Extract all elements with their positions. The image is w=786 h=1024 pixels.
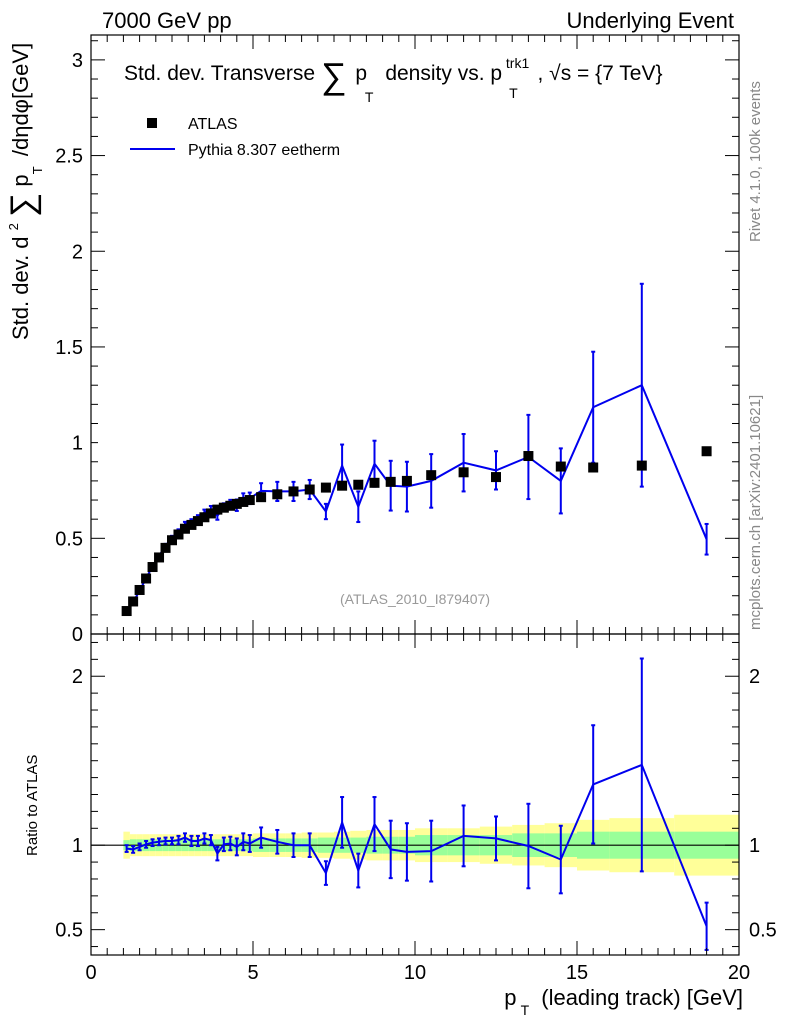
- atlas-data-point: [701, 446, 712, 457]
- ratio-xtick-label: 20: [728, 962, 750, 984]
- main-ytick-label: 3: [72, 50, 83, 72]
- legend-label-mc: Pythia 8.307 eetherm: [188, 142, 340, 159]
- atlas-data-point: [320, 482, 331, 493]
- atlas-data-point: [128, 596, 139, 607]
- atlas-data-point: [272, 489, 283, 500]
- ratio-ytick-label: 0.5: [55, 920, 83, 942]
- atlas-data-point: [173, 529, 184, 540]
- ratio-ytick-label: 1: [72, 835, 83, 857]
- ratio-ytick-label: 2: [72, 666, 83, 688]
- atlas-data-point: [205, 508, 216, 519]
- main-axes: 0 0.5 1 1.5 2 2.5 3: [55, 35, 740, 646]
- main-panel: 0 0.5 1 1.5 2 2.5 3 Std. dev. Transverse ∑ p T…: [0, 34, 740, 646]
- header-right: Underlying Event: [566, 8, 734, 33]
- atlas-data-point: [288, 486, 299, 497]
- atlas-data-point: [167, 535, 177, 546]
- main-ytick-label: 1: [72, 433, 83, 455]
- atlas-data-point: [199, 512, 210, 523]
- legend: ATLAS Pythia 8.307 eetherm: [130, 116, 340, 159]
- atlas-data-point: [256, 492, 267, 503]
- mcplots-label: mcplots.cern.ch [arXiv:2401.10621]: [747, 395, 764, 630]
- main-ytick-label: 2: [72, 241, 83, 263]
- atlas-data-point: [141, 573, 152, 584]
- atlas-data-point: [225, 500, 236, 511]
- atlas-data-point: [426, 470, 437, 481]
- atlas-data-point: [231, 498, 242, 509]
- atlas-data-point: [192, 516, 203, 527]
- mc-ratio-curve: [126, 763, 708, 927]
- atlas-data-point: [238, 496, 249, 507]
- atlas-data-point: [147, 562, 158, 573]
- atlas-data-point: [154, 552, 165, 563]
- header-left: 7000 GeV pp: [102, 8, 232, 33]
- atlas-data-point: [244, 495, 255, 506]
- atlas-data-point: [337, 480, 348, 491]
- ratio-ytick-label-right: 1: [749, 835, 760, 857]
- legend-label-atlas: ATLAS: [188, 116, 238, 133]
- rivet-label: Rivet 4.1.0, 100k events: [747, 81, 764, 242]
- atlas-data-point: [369, 477, 380, 488]
- main-marks: [121, 282, 712, 617]
- atlas-data-point: [121, 606, 132, 617]
- atlas-data-point: [179, 523, 190, 534]
- atlas-data-point: [212, 504, 223, 515]
- main-ytick-label: 0.5: [55, 528, 83, 550]
- atlas-data-point: [491, 472, 501, 483]
- ratio-marks: [91, 657, 739, 951]
- main-ytick-label: 0: [72, 624, 83, 646]
- atlas-data-point: [160, 542, 171, 553]
- atlas-data-point: [304, 484, 315, 495]
- mc-curve: [125, 383, 708, 613]
- ratio-xtick-label: 5: [247, 962, 258, 984]
- ratio-panel: 0.5 0.51 12 20 5 10 15 20 Ratio to ATLAS p T (l…: [24, 633, 777, 1020]
- atlas-data-point: [588, 462, 599, 473]
- atlas-data-point: [555, 461, 566, 472]
- atlas-data-point: [458, 467, 469, 478]
- atlas-data-point: [134, 584, 145, 595]
- ratio-axes: 0.5 0.51 12 20 5 10 15 20: [55, 634, 777, 984]
- analysis-watermark: (ATLAS_2010_I879407): [340, 591, 490, 607]
- atlas-data-point: [636, 460, 647, 471]
- atlas-data-point: [401, 475, 412, 486]
- main-ytick-label: 1.5: [55, 337, 83, 359]
- ratio-xlabel: p T (leading track) [GeV]: [504, 985, 743, 1020]
- atlas-data-point: [353, 479, 364, 490]
- main-ytick-label: 2.5: [55, 146, 83, 168]
- ratio-xtick-label: 0: [85, 962, 96, 984]
- ratio-xtick-label: 15: [566, 962, 588, 984]
- ratio-ytick-label-right: 2: [749, 666, 760, 688]
- legend-marker-atlas: [147, 118, 157, 128]
- main-title: Std. dev. Transverse ∑ p T density vs. p…: [124, 50, 662, 107]
- ratio-ylabel: Ratio to ATLAS: [24, 755, 41, 856]
- atlas-data-point: [523, 451, 534, 462]
- ratio-ytick-label-right: 0.5: [749, 920, 777, 942]
- atlas-data-point: [218, 502, 229, 513]
- atlas-data-point: [385, 476, 396, 487]
- main-ylabel: Std. dev. d 2 ∑ p T /dηdφ[GeV]: [0, 43, 47, 340]
- ratio-xtick-label: 10: [404, 962, 426, 984]
- atlas-data-point: [186, 519, 197, 530]
